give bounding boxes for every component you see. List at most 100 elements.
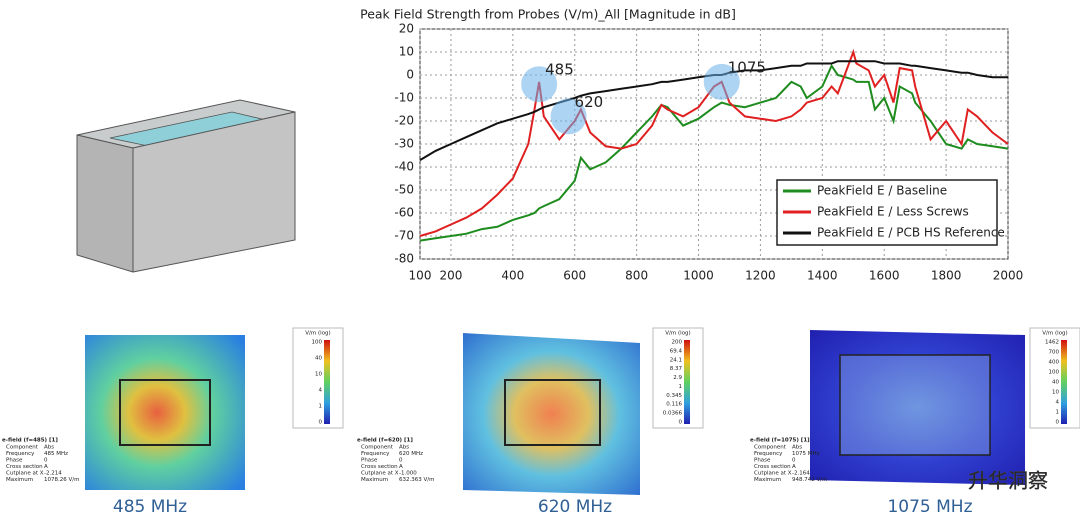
colorbar-tick: 8.37 [670, 366, 683, 372]
info-label: Cutplane at X [361, 471, 399, 477]
y-tick-label: 10 [399, 45, 414, 59]
legend-label: PeakField E / Less Screws [817, 205, 969, 219]
y-tick-label: 0 [406, 68, 414, 82]
y-tick-label: -40 [394, 160, 414, 174]
colorbar-tick: 0 [679, 420, 683, 426]
colorbar-frame [292, 327, 344, 429]
info-label: Cross section [754, 464, 791, 470]
colorbar-unit: V/m (log) [1042, 331, 1067, 337]
x-tick-label: 1400 [807, 269, 838, 283]
legend [776, 179, 998, 246]
x-tick-label: 800 [625, 269, 648, 283]
info-value: A [44, 464, 48, 470]
colorbar-frame [652, 327, 704, 429]
watermark: 升华洞察 [968, 469, 1048, 493]
colorbar-tick: 100 [1049, 370, 1060, 376]
info-title: e-field (f=620) [1] [357, 438, 413, 444]
x-tick-label: 1800 [931, 269, 962, 283]
info-label: Cutplane at X [754, 471, 792, 477]
info-value: 0 [792, 458, 796, 464]
colorbar-frame [1029, 327, 1080, 429]
x-tick-label: 1600 [869, 269, 900, 283]
colorbar-tick: 1 [1056, 410, 1060, 416]
y-tick-label: -50 [394, 183, 414, 197]
series-line [419, 63, 1009, 242]
info-value: 1075 MHz [792, 451, 820, 457]
annotation: 485 [545, 61, 574, 79]
colorbar-tick: 400 [1049, 360, 1060, 366]
info-value: 620 MHz [399, 451, 423, 457]
colorbar [324, 340, 330, 424]
colorbar-tick: 0.116 [666, 402, 682, 408]
info-label: Cutplane at X [6, 471, 44, 477]
info-value: 948.742 V/m [792, 477, 827, 483]
x-tick-label: 200 [439, 269, 462, 283]
colorbar-tick: 1 [319, 404, 323, 410]
colorbar-tick: 0 [319, 420, 323, 426]
x-tick-label: 2000 [993, 269, 1024, 283]
colorbar-tick: 0 [1056, 420, 1060, 426]
info-value: -1.000 [399, 471, 417, 477]
colorbar-tick: 0.0366 [663, 411, 683, 417]
annotation: 1075 [728, 58, 766, 76]
info-value: 0 [399, 458, 403, 464]
info-value: 1078.26 V/m [44, 477, 79, 483]
info-title: e-field (f=1075) [1] [750, 438, 810, 444]
info-value: -2.214 [44, 471, 62, 477]
colorbar [1061, 340, 1067, 424]
y-tick-label: -70 [394, 229, 414, 243]
colorbar-tick: 69.4 [670, 348, 683, 354]
y-tick-label: -60 [394, 206, 414, 220]
info-value: Abs [44, 445, 54, 451]
info-label: Frequency [754, 451, 783, 457]
info-value: Abs [792, 445, 802, 451]
info-value: 485 MHz [44, 451, 68, 457]
info-value: A [399, 464, 403, 470]
colorbar-unit: V/m (log) [305, 331, 330, 337]
info-label: Maximum [361, 477, 388, 483]
y-tick-label: -10 [394, 91, 414, 105]
colorbar-tick: 10 [315, 372, 322, 378]
y-tick-label: -20 [394, 114, 414, 128]
info-label: Component [361, 445, 394, 451]
y-tick-label: -80 [394, 252, 414, 266]
colorbar-tick: 4 [1056, 400, 1060, 406]
caption: 485 MHz [113, 497, 187, 517]
info-label: Cross section [361, 464, 398, 470]
colorbar-tick: 100 [312, 340, 323, 346]
x-tick-label: 400 [501, 269, 524, 283]
info-value: A [792, 464, 796, 470]
legend-label: PeakField E / PCB HS Reference [817, 226, 1005, 240]
colorbar-tick: 1462 [1045, 340, 1059, 346]
colorbar-unit: V/m (log) [665, 331, 690, 337]
caption: 1075 MHz [887, 497, 972, 517]
annotation-marker [521, 66, 558, 103]
colorbar-tick: 4 [319, 388, 323, 394]
colorbar-tick: 700 [1049, 350, 1060, 356]
info-label: Component [6, 445, 39, 451]
info-label: Component [754, 445, 787, 451]
x-tick-label: 1200 [745, 269, 776, 283]
caption: 620 MHz [538, 497, 612, 517]
colorbar-tick: 40 [1052, 380, 1059, 386]
info-label: Frequency [6, 451, 35, 457]
x-tick-label: 600 [563, 269, 586, 283]
colorbar-tick: 2.9 [673, 375, 682, 381]
info-label: Maximum [754, 477, 781, 483]
annotation-marker [550, 98, 587, 135]
info-value: 0 [44, 458, 48, 464]
info-label: Frequency [361, 451, 390, 457]
annotation-marker [703, 63, 740, 100]
colorbar-tick: 0.345 [666, 393, 682, 399]
x-tick-label: 100 [409, 269, 432, 283]
y-tick-label: 20 [399, 22, 414, 36]
annotation: 620 [575, 93, 604, 111]
info-value: -2.164 [792, 471, 810, 477]
field-plot [85, 330, 1025, 495]
colorbar-tick: 24.1 [670, 357, 682, 363]
x-tick-label: 1000 [683, 269, 714, 283]
info-value: 632.363 V/m [399, 477, 434, 483]
colorbar-tick: 10 [1052, 390, 1059, 396]
colorbar-tick: 200 [672, 340, 683, 346]
